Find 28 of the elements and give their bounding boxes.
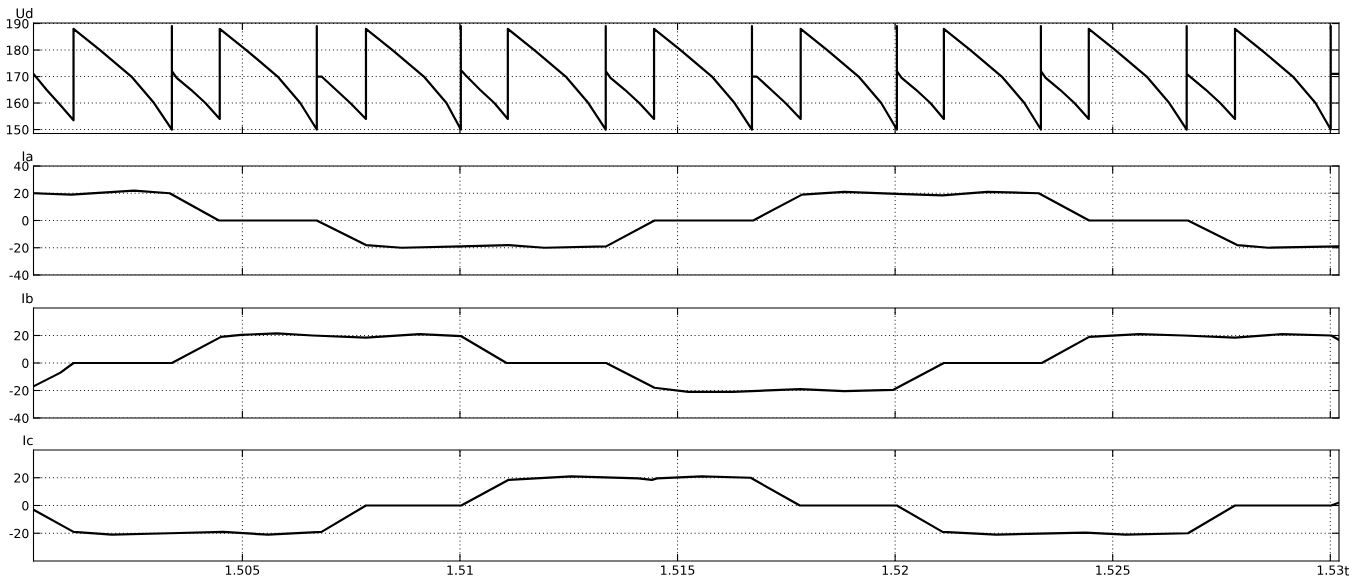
chart-title: Ic (23, 435, 33, 446)
y-tick-label: -20 (9, 528, 29, 539)
x-tick-label: 1.505 (225, 565, 260, 575)
y-tick-label: 0 (22, 358, 29, 368)
chart-title: Ud (16, 8, 33, 19)
y-tick-label: 190 (6, 19, 29, 29)
y-tick-label: 0 (22, 500, 29, 511)
x-tick-label: 1.51 (447, 565, 473, 575)
x-axis-title: t (1344, 566, 1350, 576)
y-tick-label: 160 (6, 98, 29, 108)
y-tick-label: 150 (6, 125, 29, 135)
chart-title: Ia (22, 151, 33, 162)
y-tick-label: 20 (14, 473, 29, 483)
y-tick-label: 170 (6, 72, 29, 82)
chart-title: Ib (22, 293, 33, 304)
y-tick-label: -40 (9, 413, 29, 423)
x-tick-label: 1.53 (1317, 565, 1344, 575)
y-tick-label: 180 (6, 45, 29, 55)
x-tick-label: 1.52 (882, 565, 908, 575)
x-tick-label: 1.525 (1096, 565, 1130, 575)
y-tick-label: 20 (14, 188, 29, 199)
y-tick-label: 0 (22, 215, 29, 226)
y-tick-label: -20 (9, 243, 29, 253)
y-tick-label: -40 (9, 270, 29, 280)
y-tick-label: -20 (9, 385, 29, 396)
y-tick-label: 20 (14, 330, 29, 341)
y-tick-label: 40 (14, 161, 29, 171)
x-tick-label: 1.515 (661, 565, 695, 575)
